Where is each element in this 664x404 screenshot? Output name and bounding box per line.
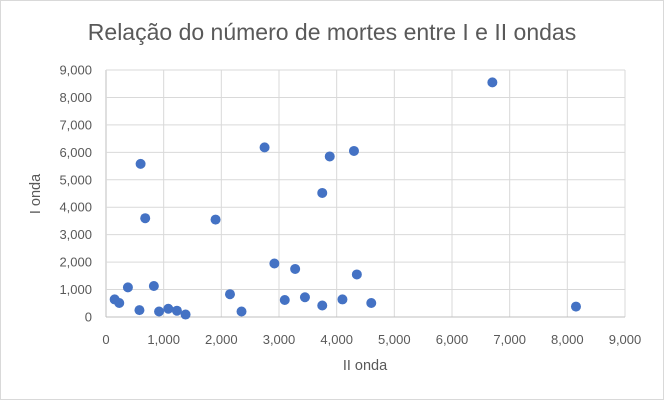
y-tick-label: 7,000	[59, 117, 92, 132]
data-point	[290, 263, 301, 274]
data-point	[163, 303, 174, 314]
data-point	[180, 309, 191, 320]
y-tick-label: 9,000	[59, 63, 92, 78]
data-point	[317, 187, 328, 198]
x-tick-label: 1,000	[147, 332, 180, 347]
x-tick-label: 8,000	[551, 332, 584, 347]
y-tick-label: 8,000	[59, 90, 92, 105]
y-tick-label: 6,000	[59, 145, 92, 160]
data-point	[324, 151, 335, 162]
data-point	[299, 292, 310, 303]
data-point	[122, 282, 133, 293]
data-point	[154, 306, 165, 317]
x-tick-label: 2,000	[205, 332, 238, 347]
data-points	[109, 77, 581, 320]
x-tick-label: 3,000	[263, 332, 296, 347]
x-axis-label: II onda	[343, 358, 388, 374]
y-tick-label: 1,000	[59, 282, 92, 297]
data-point	[317, 300, 328, 311]
x-axis-ticks: 0 1,000 2,000 3,000 4,000 5,000 6,000 7,000 8,00…	[102, 332, 641, 347]
y-tick-label: 0	[85, 310, 92, 325]
data-point	[366, 298, 377, 309]
data-point	[148, 280, 159, 291]
y-tick-label: 3,000	[59, 227, 92, 242]
x-tick-label: 5,000	[378, 332, 411, 347]
data-point	[140, 213, 151, 224]
y-tick-label: 5,000	[59, 172, 92, 187]
data-point	[348, 145, 359, 156]
x-tick-label: 0	[102, 332, 109, 347]
data-point	[134, 305, 145, 316]
x-tick-label: 4,000	[320, 332, 353, 347]
data-point	[210, 214, 221, 225]
y-tick-label: 2,000	[59, 255, 92, 270]
y-tick-label: 4,000	[59, 200, 92, 215]
data-point	[487, 77, 498, 88]
x-tick-label: 9,000	[609, 332, 642, 347]
x-tick-label: 6,000	[436, 332, 469, 347]
chart-title: Relação do número de mortes entre I e II…	[88, 19, 576, 45]
data-point	[351, 269, 362, 280]
data-point	[135, 158, 146, 169]
data-point	[224, 289, 235, 300]
x-tick-label: 7,000	[493, 332, 526, 347]
gridlines	[105, 69, 626, 318]
data-point	[259, 142, 270, 153]
data-point	[269, 258, 280, 269]
data-point	[114, 298, 125, 309]
data-point	[337, 294, 348, 305]
y-axis-ticks: 0 1,000 2,000 3,000 4,000 5,000 6,000 7,000 8,00…	[59, 63, 92, 325]
data-point	[236, 306, 247, 317]
y-axis-label: I onda	[28, 173, 44, 214]
data-point	[171, 305, 182, 316]
data-point	[279, 294, 290, 305]
data-point	[570, 301, 581, 312]
